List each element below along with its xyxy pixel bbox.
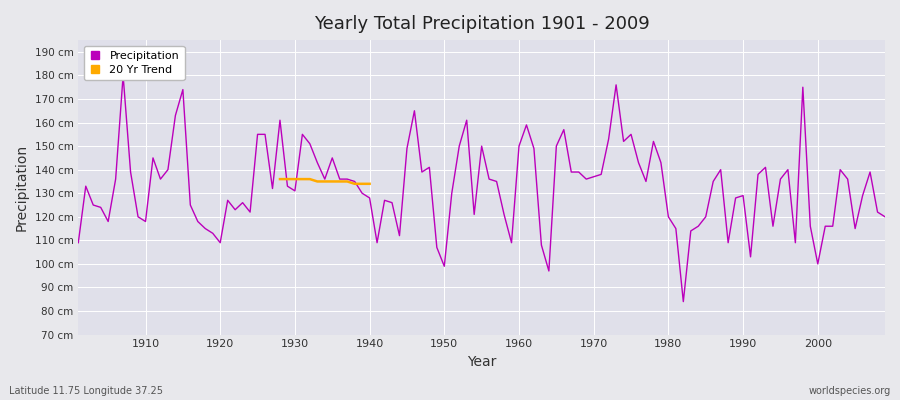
Text: Latitude 11.75 Longitude 37.25: Latitude 11.75 Longitude 37.25 bbox=[9, 386, 163, 396]
Text: worldspecies.org: worldspecies.org bbox=[809, 386, 891, 396]
Title: Yearly Total Precipitation 1901 - 2009: Yearly Total Precipitation 1901 - 2009 bbox=[314, 15, 650, 33]
Y-axis label: Precipitation: Precipitation bbox=[15, 144, 29, 231]
Legend: Precipitation, 20 Yr Trend: Precipitation, 20 Yr Trend bbox=[84, 46, 184, 80]
X-axis label: Year: Year bbox=[467, 355, 496, 369]
